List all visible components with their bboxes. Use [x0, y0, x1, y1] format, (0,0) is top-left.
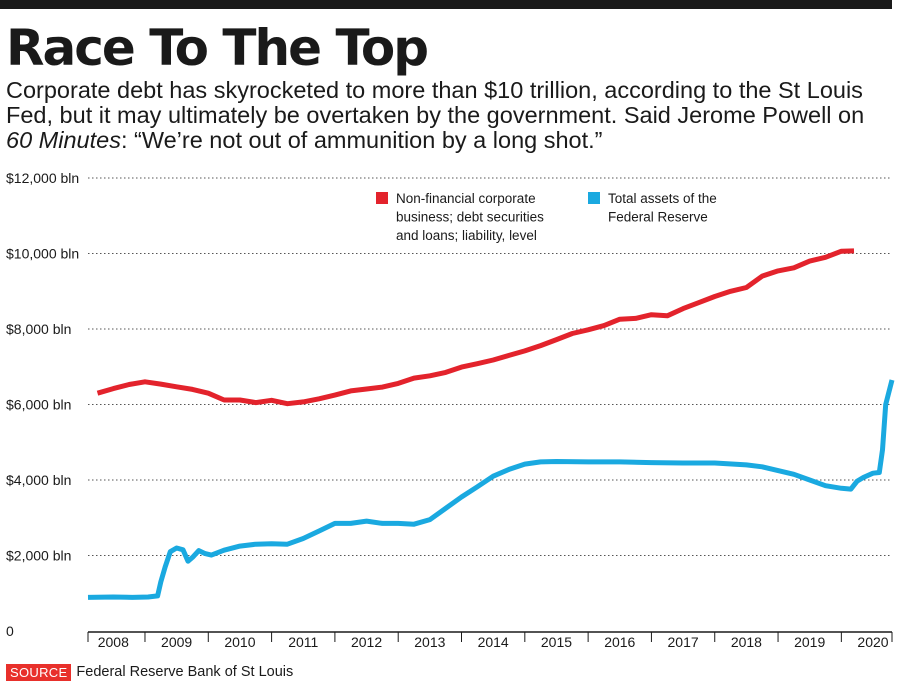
legend: Non-financial corporate business; debt se… [376, 191, 717, 243]
x-tick-label-2012: 2012 [351, 634, 382, 650]
x-tick-label-2014: 2014 [478, 634, 509, 650]
source-text: Federal Reserve Bank of St Louis [76, 664, 294, 680]
source-line: SOURCE Federal Reserve Bank of St Louis [6, 662, 293, 682]
y-tick-label-6000: $6,000 bln [6, 397, 71, 413]
legend-line-corporate-debt-0: Non-financial corporate [396, 191, 536, 206]
chart-title: Race To The Top [6, 19, 429, 77]
subtitle-text-2: : “We’re not out of ammunition by a long… [120, 127, 603, 153]
legend-line-fed-assets-0: Total assets of the [608, 191, 717, 206]
x-tick-label-2015: 2015 [541, 634, 572, 650]
legend-swatch-corporate-debt [376, 192, 388, 204]
top-rule [0, 0, 892, 9]
series-line-fed-assets [87, 379, 895, 600]
x-tick-label-2016: 2016 [604, 634, 635, 650]
legend-line-fed-assets-1: Federal Reserve [608, 210, 708, 225]
y-tick-label-10000: $10,000 bln [6, 246, 79, 262]
series-layer [87, 248, 895, 600]
x-tick-label-2019: 2019 [794, 634, 825, 650]
x-tick-label-2010: 2010 [224, 634, 255, 650]
y-tick-label-2000: $2,000 bln [6, 548, 71, 564]
y-tick-label-12000: $12,000 bln [6, 170, 79, 186]
source-tag: SOURCE [6, 663, 72, 681]
x-tick-label-2011: 2011 [288, 634, 318, 650]
subtitle-text-1: Corporate debt has skyrocketed to more t… [6, 77, 865, 128]
series-line-corporate-debt [96, 248, 855, 407]
legend-line-corporate-debt-1: business; debt securities [396, 210, 544, 225]
y-axis-labels: 0 $2,000 bln $4,000 bln $6,000 bln $8,000 bl… [6, 170, 79, 639]
legend-label-fed-assets: Total assets of the Federal Reserve [608, 191, 717, 225]
line-chart: 0 $2,000 bln $4,000 bln $6,000 bln $8,000 bl… [6, 170, 895, 650]
x-tick-label-2008: 2008 [98, 634, 129, 650]
x-tick-label-2018: 2018 [731, 634, 762, 650]
x-tick-label-2009: 2009 [161, 634, 192, 650]
x-tick-label-2013: 2013 [414, 634, 445, 650]
x-tick-label-2017: 2017 [668, 634, 699, 650]
y-tick-label-4000: $4,000 bln [6, 472, 71, 488]
legend-swatch-fed-assets [588, 192, 600, 204]
subtitle-italic-show: 60 Minutes [6, 127, 121, 153]
legend-line-corporate-debt-2: and loans; liability, level [396, 228, 537, 243]
x-axis: 2008 2009 2010 2011 2012 2013 2014 2015 2016 2017… [87, 631, 893, 650]
x-tick-label-2020: 2020 [857, 634, 888, 650]
y-tick-label-0: 0 [6, 623, 14, 639]
chart-subtitle: Corporate debt has skyrocketed to more t… [6, 78, 886, 153]
y-tick-label-8000: $8,000 bln [6, 321, 71, 337]
legend-label-corporate-debt: Non-financial corporate business; debt se… [396, 191, 544, 243]
